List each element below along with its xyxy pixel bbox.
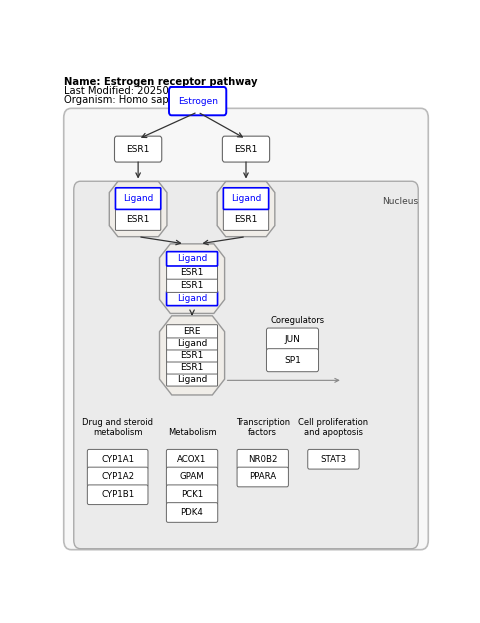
Text: NR0B2: NR0B2 [248,455,277,464]
Text: PCK1: PCK1 [181,490,203,499]
Text: CYP1A2: CYP1A2 [101,472,134,482]
Text: SP1: SP1 [284,356,301,364]
FancyBboxPatch shape [222,136,270,162]
Text: Cell proliferation
and apoptosis: Cell proliferation and apoptosis [299,417,369,437]
Text: ESR1: ESR1 [234,215,258,224]
FancyBboxPatch shape [167,278,217,292]
Text: Ligand: Ligand [177,375,207,384]
FancyBboxPatch shape [167,292,217,306]
Text: ERE: ERE [183,327,201,336]
Text: Transcription
factors: Transcription factors [236,417,290,437]
Text: JUN: JUN [285,335,300,344]
Text: CYP1B1: CYP1B1 [101,490,134,499]
FancyBboxPatch shape [116,209,161,231]
FancyBboxPatch shape [308,449,359,469]
FancyBboxPatch shape [266,349,319,372]
Text: ESR1: ESR1 [126,145,150,154]
Text: PPARA: PPARA [249,472,276,482]
Text: Ligand: Ligand [177,294,207,303]
FancyBboxPatch shape [167,449,218,469]
Text: Estrogen: Estrogen [178,97,217,106]
Text: Ligand: Ligand [123,194,153,203]
FancyBboxPatch shape [167,503,218,522]
FancyBboxPatch shape [115,136,162,162]
Text: Ligand: Ligand [177,254,207,264]
Text: Drug and steroid
metabolism: Drug and steroid metabolism [82,417,153,437]
Text: Metabolism: Metabolism [168,428,216,437]
FancyBboxPatch shape [167,337,217,350]
Text: ESR1: ESR1 [234,145,258,154]
Text: ESR1: ESR1 [180,281,204,290]
Text: CYP1A1: CYP1A1 [101,455,134,464]
FancyBboxPatch shape [87,449,148,469]
FancyBboxPatch shape [74,181,418,549]
Text: Name: Estrogen receptor pathway: Name: Estrogen receptor pathway [64,77,257,87]
FancyBboxPatch shape [169,87,226,115]
FancyBboxPatch shape [167,373,217,386]
Polygon shape [159,316,225,395]
FancyBboxPatch shape [223,209,269,231]
FancyBboxPatch shape [87,467,148,487]
Text: ESR1: ESR1 [180,351,204,360]
FancyBboxPatch shape [266,328,319,351]
Text: GPAM: GPAM [180,472,204,482]
Text: STAT3: STAT3 [320,455,347,464]
Text: ESR1: ESR1 [126,215,150,224]
FancyBboxPatch shape [167,485,218,505]
FancyBboxPatch shape [64,108,428,549]
Text: Organism: Homo sapiens: Organism: Homo sapiens [64,95,189,105]
FancyBboxPatch shape [167,252,217,266]
FancyBboxPatch shape [116,188,161,209]
Text: Coregulators: Coregulators [270,316,324,325]
FancyBboxPatch shape [223,188,269,209]
Text: Ligand: Ligand [177,339,207,348]
Text: ESR1: ESR1 [180,363,204,372]
Polygon shape [217,181,275,237]
FancyBboxPatch shape [237,467,288,487]
Text: ACOX1: ACOX1 [178,455,207,464]
FancyBboxPatch shape [167,361,217,374]
FancyBboxPatch shape [167,467,218,487]
FancyBboxPatch shape [167,349,217,362]
Polygon shape [159,244,225,313]
Text: Last Modified: 20250319104708: Last Modified: 20250319104708 [64,86,225,97]
FancyBboxPatch shape [167,265,217,279]
Text: Nucleus: Nucleus [382,197,418,206]
FancyBboxPatch shape [237,449,288,469]
FancyBboxPatch shape [87,485,148,505]
Text: Ligand: Ligand [231,194,261,203]
Text: PDK4: PDK4 [180,508,204,517]
Polygon shape [109,181,167,237]
Text: ESR1: ESR1 [180,267,204,277]
FancyBboxPatch shape [167,325,217,338]
